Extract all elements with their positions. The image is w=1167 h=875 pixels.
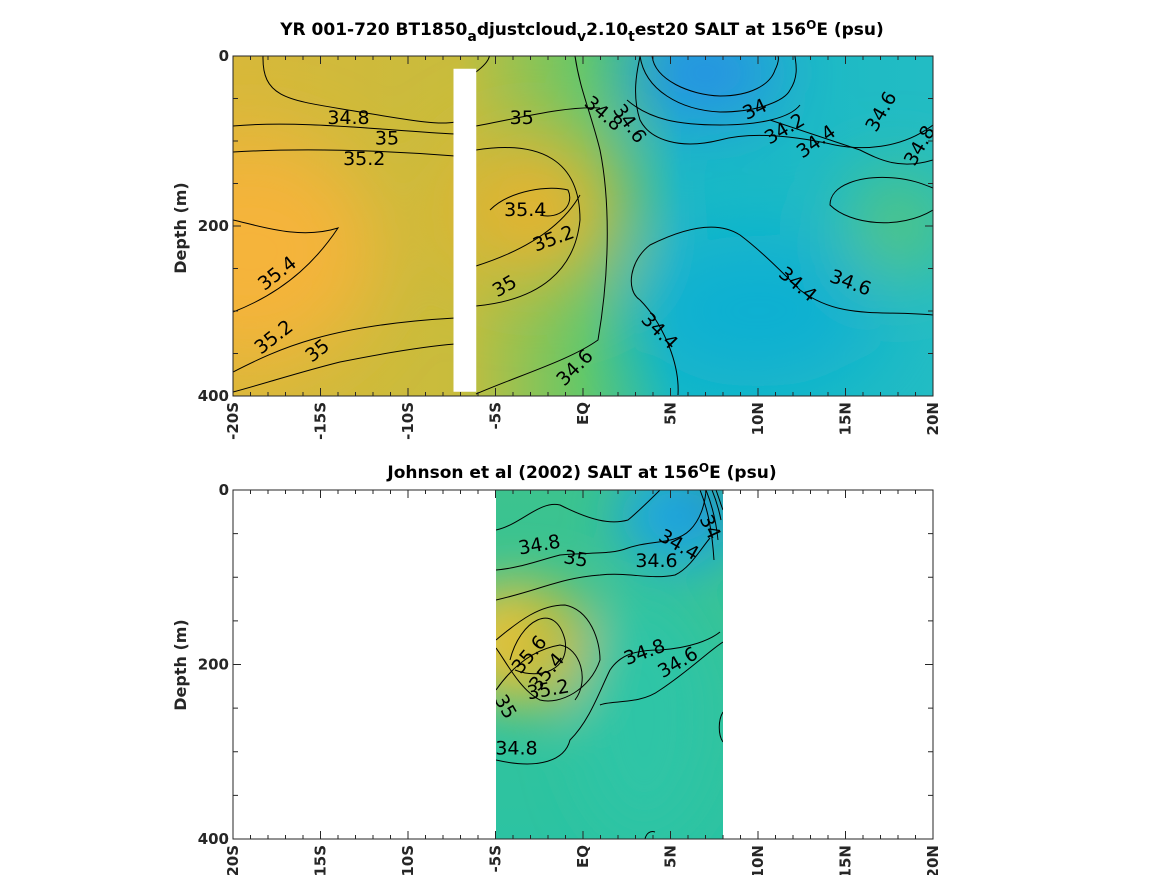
x-tick-label: 15N bbox=[837, 845, 855, 875]
x-tick-label: -20S bbox=[224, 845, 242, 875]
contour-label-0: 34.8 bbox=[327, 107, 369, 129]
x-tick-label: 10N bbox=[749, 845, 767, 875]
salinity-blob-4 bbox=[854, 175, 933, 277]
salinity-blob-3 bbox=[635, 234, 881, 388]
salinity-blob-1 bbox=[504, 585, 592, 709]
y-tick-label: 400 bbox=[198, 830, 229, 848]
x-tick-label: 20N bbox=[924, 402, 942, 435]
y-tick-label: 400 bbox=[198, 387, 229, 405]
salinity-blob-3 bbox=[574, 594, 715, 839]
x-tick-label: 10N bbox=[749, 402, 767, 435]
panel-2-title: Johnson et al (2002) SALT at 156OE (psu) bbox=[386, 461, 776, 483]
contour-label-4: 34.6 bbox=[635, 550, 677, 572]
salinity-blob-2 bbox=[618, 490, 723, 569]
x-tick-label: EQ bbox=[574, 845, 592, 868]
y-tick-label: 200 bbox=[198, 217, 229, 235]
salinity-blob-0 bbox=[233, 141, 373, 362]
contour-label-2: 35.2 bbox=[343, 148, 385, 170]
panel-1-contour-lines bbox=[233, 56, 933, 396]
x-tick-label: 20N bbox=[924, 845, 942, 875]
x-tick-label: -15S bbox=[312, 402, 330, 440]
salinity-blob-2 bbox=[635, 56, 776, 112]
panel-1-missing-data-band bbox=[453, 68, 477, 392]
x-tick-label: EQ bbox=[574, 402, 592, 425]
contour-label-1: 35 bbox=[562, 546, 590, 572]
x-tick-label: 5N bbox=[662, 402, 680, 425]
panel-2-field: 34.8 35 34.43434.635.635.435.23534.834.834… bbox=[495, 490, 723, 839]
contour-label-9: 34.8 bbox=[495, 737, 537, 759]
x-tick-label: -15S bbox=[312, 845, 330, 875]
panel-1-title: YR 001-720 BT1850adjustcloudv2.10test20 … bbox=[279, 18, 884, 45]
contour-label-7: 35.4 bbox=[504, 199, 546, 221]
y-tick-label: 200 bbox=[198, 656, 229, 674]
model-salinity-panel: YR 001-720 BT1850adjustcloudv2.10test20 … bbox=[171, 18, 942, 440]
x-tick-label: -20S bbox=[224, 402, 242, 440]
y-tick-label: 0 bbox=[219, 47, 229, 65]
panel-1-ylabel: Depth (m) bbox=[171, 182, 190, 274]
y-tick-label: 0 bbox=[219, 481, 229, 499]
contour-label-6: 35 bbox=[510, 107, 534, 129]
salinity-blob-4 bbox=[705, 490, 723, 517]
x-tick-label: -10S bbox=[399, 845, 417, 875]
salinity-blob-1 bbox=[443, 132, 618, 286]
panel-2-contour-lines bbox=[496, 490, 723, 839]
contour-label-1: 35 bbox=[375, 128, 399, 150]
observed-salinity-panel: Johnson et al (2002) SALT at 156OE (psu) bbox=[171, 461, 942, 875]
panel-2-ylabel: Depth (m) bbox=[171, 619, 190, 711]
x-tick-label: -5S bbox=[487, 402, 505, 429]
x-tick-label: -10S bbox=[399, 402, 417, 440]
x-tick-label: 5N bbox=[662, 845, 680, 868]
x-tick-label: -5S bbox=[487, 845, 505, 872]
x-tick-label: 15N bbox=[837, 402, 855, 435]
